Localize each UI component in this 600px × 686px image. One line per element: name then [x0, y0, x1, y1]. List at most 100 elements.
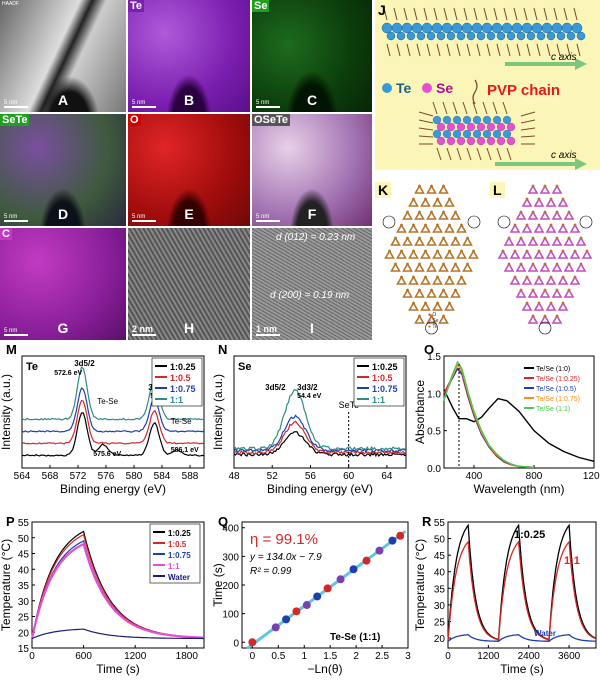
- lattice-atom: [418, 185, 421, 188]
- te-sphere: [487, 32, 495, 40]
- legend-label: 1:1: [372, 395, 385, 405]
- lattice-atom: [436, 276, 439, 279]
- pvp-strand: [547, 44, 550, 56]
- lattice-atom: [460, 224, 463, 227]
- legend-label: 1:0.25: [170, 362, 196, 372]
- chart-p: 0 600 1200 1800152025303540455055Time (s)Te…: [0, 514, 208, 686]
- panel-letter-b: B: [184, 92, 194, 108]
- te-sphere: [527, 32, 535, 40]
- se-legend-label: Se: [436, 80, 453, 96]
- panel-letter: R: [422, 514, 432, 529]
- te-sphere: [557, 32, 565, 40]
- lattice-atom: [424, 276, 427, 279]
- y-tick-label: 40: [18, 565, 30, 576]
- pvp-strand: [483, 102, 487, 114]
- pvp-strand: [414, 8, 417, 20]
- panel-letter: M: [6, 342, 17, 357]
- pvp-strand: [397, 44, 400, 56]
- lattice-atom: [442, 263, 445, 266]
- c-axis-arrowhead: [575, 58, 587, 70]
- lattice-atom: [418, 289, 421, 292]
- te-sphere: [432, 23, 442, 33]
- micro-tile-b: Te B 5 nm: [128, 0, 250, 112]
- crystal-l: [490, 170, 600, 338]
- c-axis-label: c axis: [551, 150, 577, 161]
- pvp-legend-glyph: [473, 80, 477, 104]
- scale-bar: [256, 106, 280, 108]
- rod-sphere: [467, 123, 475, 131]
- data-point: [388, 537, 396, 545]
- te-sphere: [382, 23, 392, 33]
- te-sphere: [462, 23, 472, 33]
- x-tick-label: 1200: [124, 651, 147, 662]
- te-sphere: [517, 32, 525, 40]
- x-tick-label: 2: [353, 651, 359, 662]
- te-sphere: [402, 23, 412, 33]
- element-label: OSeTe: [252, 114, 290, 126]
- micro-tile-g: CG5 nm: [0, 228, 126, 340]
- rod-sphere: [483, 116, 491, 124]
- te-sphere: [452, 23, 462, 33]
- te-sphere: [422, 23, 432, 33]
- x-tick-label: 60: [343, 471, 355, 482]
- pvp-strand: [527, 44, 530, 56]
- pvp-strand: [437, 148, 441, 160]
- pvp-strand: [517, 44, 520, 56]
- lattice-atom: [424, 198, 427, 201]
- lattice-atom: [526, 302, 529, 305]
- legend-label: 1:0.75: [168, 551, 191, 560]
- x-tick-label: 3: [405, 651, 411, 662]
- lattice-atom: [430, 289, 433, 292]
- element-title: Se: [238, 361, 251, 373]
- lattice-atom: [418, 211, 421, 214]
- micro-tile-f: OSeTe F 5 nm: [252, 114, 372, 226]
- pvp-strand: [419, 136, 433, 137]
- lattice-atom: [556, 185, 559, 188]
- rod-sphere: [487, 137, 495, 145]
- y-tick-label: 100: [222, 610, 239, 621]
- te-sphere: [447, 32, 455, 40]
- x-tick-label: 1800: [176, 651, 199, 662]
- pvp-legend-label: PVP chain: [487, 82, 560, 99]
- y-tick-label: 25: [18, 613, 30, 624]
- d012-label: d (012) = 0.23 nm: [276, 232, 355, 243]
- x-tick-label: 1200: [583, 471, 600, 482]
- rod-sphere: [447, 137, 455, 145]
- pvp-strand: [521, 120, 535, 123]
- lattice-atom: [400, 276, 403, 279]
- micro-tile-a: A5 nm HAADF: [0, 0, 126, 112]
- lattice-atom: [406, 289, 409, 292]
- rod-sphere: [497, 137, 505, 145]
- rod-sphere: [493, 130, 501, 138]
- lattice-atom: [562, 250, 565, 253]
- y-tick-label: 45: [434, 551, 446, 562]
- y-tick-label: 25: [434, 617, 446, 628]
- panel-letter-l: L: [490, 182, 505, 198]
- te-sphere: [572, 23, 582, 33]
- pvp-strand: [493, 102, 497, 114]
- y-axis-label: Intensity (a.u.): [0, 374, 13, 450]
- te-sphere: [427, 32, 435, 40]
- y-tick-label: 0.5: [427, 427, 441, 438]
- lattice-atom: [454, 289, 457, 292]
- y-tick-label: 0.0: [427, 464, 441, 475]
- series-line: [444, 369, 534, 468]
- pvp-strand: [387, 44, 390, 56]
- x-axis-label: Binding energy (eV): [267, 482, 373, 496]
- x-tick-label: 580: [126, 471, 143, 482]
- legend-label: Te/Se (1:0.75): [536, 396, 580, 403]
- lattice-atom: [538, 198, 541, 201]
- lattice-atom: [448, 302, 451, 305]
- lattice-atom: [526, 198, 529, 201]
- series-line: [448, 635, 596, 642]
- lattice-atom: [520, 289, 523, 292]
- rod-sphere: [473, 130, 481, 138]
- te-sphere: [387, 32, 395, 40]
- legend-label: Te/Se (1:1): [536, 406, 570, 413]
- rod-sphere: [453, 116, 461, 124]
- lattice-atom: [412, 224, 415, 227]
- rod-sphere: [437, 137, 445, 145]
- lattice-atom: [448, 224, 451, 227]
- micro-tile-e: OE5 nm: [128, 114, 250, 226]
- legend-label: Te/Se (1:0): [536, 366, 570, 373]
